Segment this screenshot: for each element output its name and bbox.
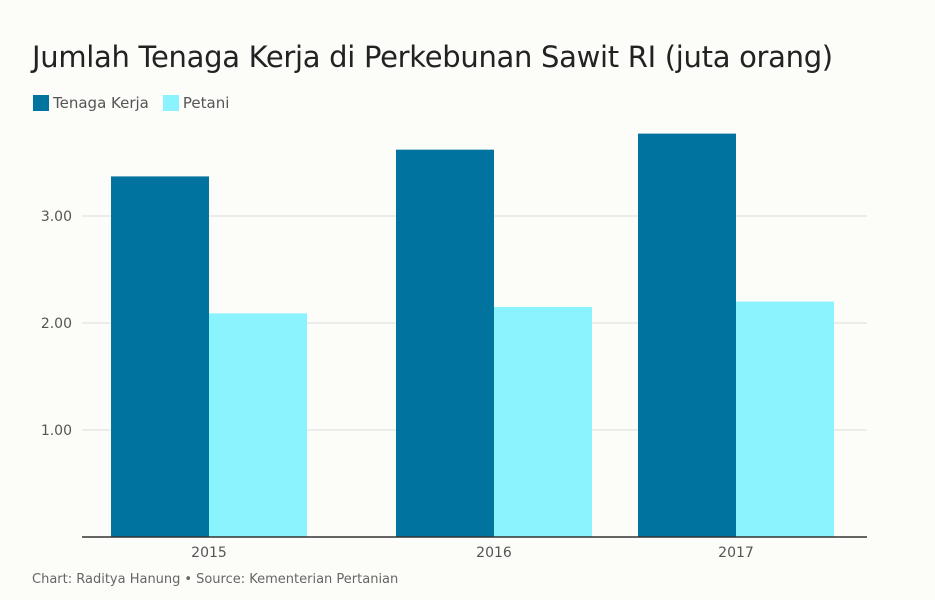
legend-swatch-tenaga-kerja <box>33 95 49 111</box>
legend-swatch-petani <box>162 95 179 111</box>
source-text: Source: Kementerian Pertanian <box>196 572 399 587</box>
legend-item-tenaga-kerja: Tenaga Kerja <box>33 94 149 112</box>
bar <box>638 133 736 538</box>
legend-label-petani: Petani <box>182 94 230 112</box>
bar <box>111 176 209 537</box>
y-tick-label: 1.00 <box>41 423 72 439</box>
bar <box>209 313 307 537</box>
legend: Tenaga Kerja Petani <box>33 94 243 112</box>
y-tick-label: 3.00 <box>41 209 72 225</box>
footer: Chart: Raditya Hanung • Source: Kementeria… <box>32 572 398 587</box>
footer-separator: • <box>184 572 193 587</box>
x-tick-label: 2016 <box>476 545 512 561</box>
x-tick-label: 2017 <box>718 545 754 561</box>
legend-item-petani: Petani <box>162 94 230 112</box>
legend-label-tenaga-kerja: Tenaga Kerja <box>53 94 149 112</box>
x-tick-label: 2015 <box>191 545 227 561</box>
chart-title: Jumlah Tenaga Kerja di Perkebunan Sawit … <box>32 40 833 74</box>
bar <box>494 306 592 537</box>
y-tick-label: 2.00 <box>41 316 72 332</box>
bar <box>736 301 834 537</box>
chart-credit: Chart: Raditya Hanung <box>32 572 181 587</box>
bar <box>396 149 494 537</box>
